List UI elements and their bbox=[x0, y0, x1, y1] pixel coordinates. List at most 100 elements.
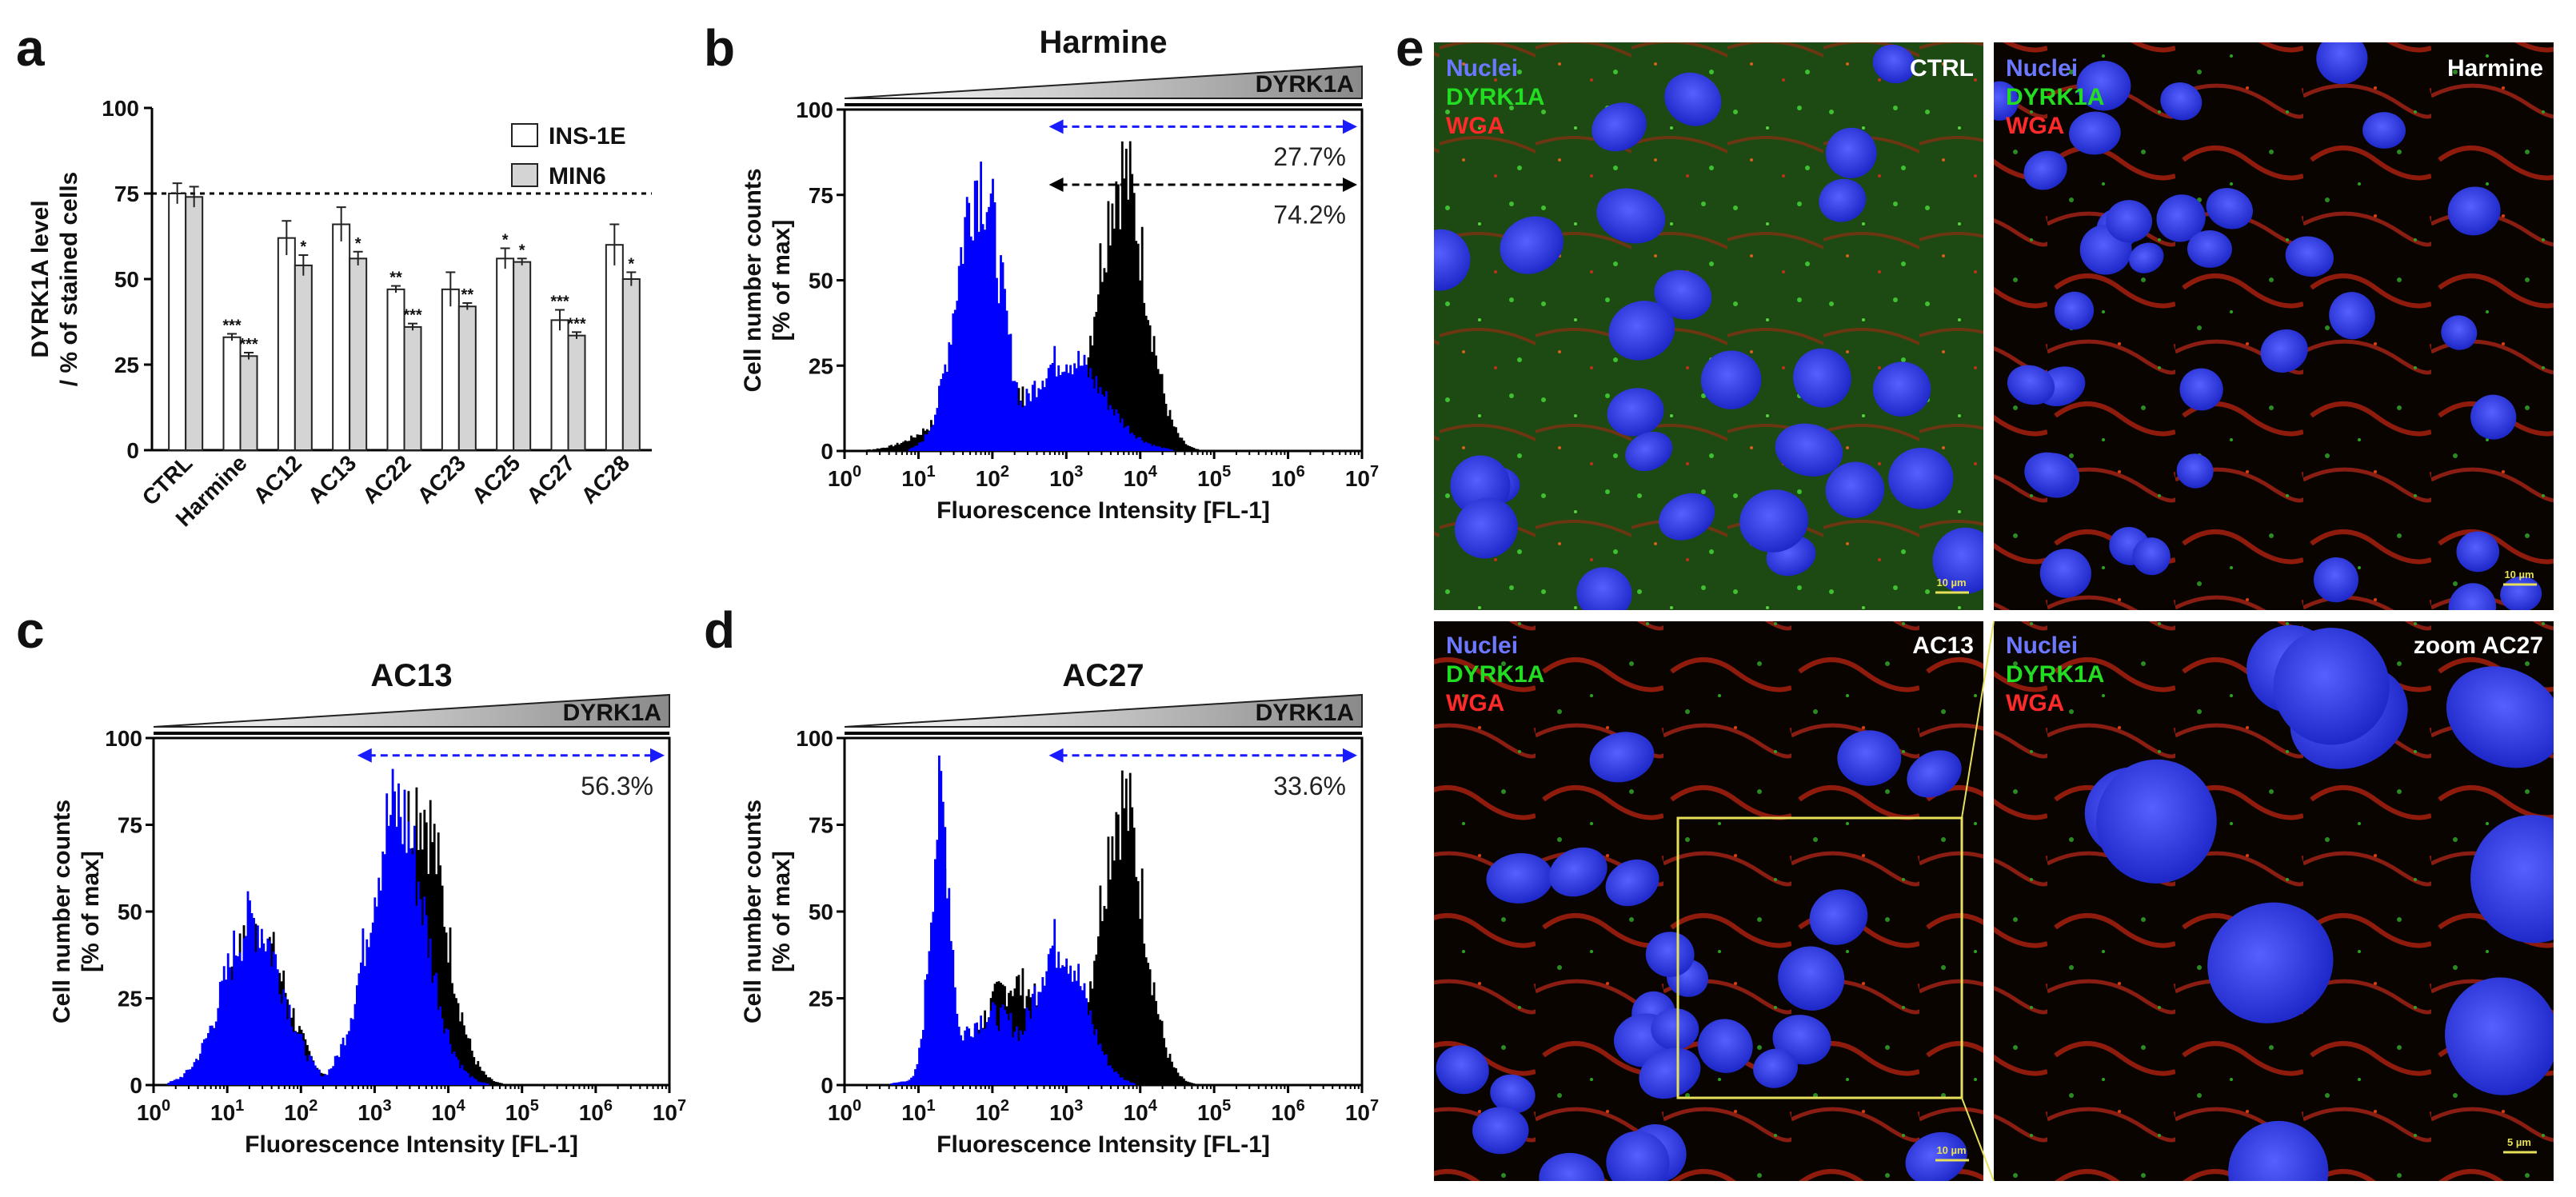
label-dyrk1a: DYRK1A bbox=[2006, 661, 2104, 688]
y-tick-label: 0 bbox=[126, 438, 139, 463]
nucleus bbox=[2316, 42, 2368, 85]
gate-arrow-head-left bbox=[1048, 177, 1064, 192]
nucleus bbox=[2076, 60, 2131, 111]
nucleus bbox=[2096, 759, 2217, 884]
significance-mark: * bbox=[355, 235, 361, 253]
panel-letter-a: a bbox=[16, 19, 45, 77]
nucleus bbox=[1659, 493, 1715, 541]
bar-min6-ac13 bbox=[349, 257, 368, 451]
gate-percentage: 27.7% bbox=[1273, 142, 1346, 171]
x-tick-label: 105 bbox=[1197, 463, 1231, 491]
bar-min6-harmine bbox=[239, 355, 258, 451]
micrograph-harmine bbox=[1994, 42, 2554, 610]
nucleus bbox=[1825, 127, 1877, 178]
nucleus bbox=[1639, 1047, 1701, 1099]
label-nuclei: Nuclei bbox=[1446, 55, 1518, 82]
nucleus bbox=[2106, 200, 2153, 243]
label-wga: WGA bbox=[1446, 113, 1504, 139]
micrograph-grid: Nuclei DYRK1A WGA CTRL 10 µm Nuclei DYRK… bbox=[1434, 42, 2554, 1182]
bar-ins-1e-ac23 bbox=[441, 288, 460, 451]
gate-arrow-head-right bbox=[1343, 119, 1357, 134]
x-tick-label: AC13 bbox=[303, 450, 361, 509]
y-axis-label: Cell number counts [% of max] bbox=[740, 800, 795, 1023]
gate-arrow-head-left bbox=[357, 748, 372, 763]
nucleus bbox=[2446, 666, 2554, 768]
bar-ins-1e-ctrl bbox=[168, 193, 187, 451]
y-tick-label: 25 bbox=[809, 353, 833, 378]
significance-mark: ** bbox=[389, 269, 402, 287]
micrograph-labels-ac13: Nuclei DYRK1A WGA AC13 10 µm bbox=[1446, 632, 1974, 1162]
label-wga: WGA bbox=[2006, 113, 2064, 139]
nucleus bbox=[2329, 292, 2375, 340]
y-tick-label: 0 bbox=[821, 1073, 833, 1098]
gradient-label: DYRK1A bbox=[563, 700, 661, 726]
histogram-series-control bbox=[912, 770, 1196, 1085]
nucleus bbox=[2206, 188, 2254, 229]
nucleus bbox=[1809, 889, 1868, 945]
nucleus bbox=[1664, 72, 1722, 126]
nucleus bbox=[2362, 112, 2406, 149]
bar-min6-ac22 bbox=[403, 325, 422, 452]
gradient-label: DYRK1A bbox=[1256, 700, 1354, 726]
x-axis-label: Fluorescence Intensity [FL-1] bbox=[937, 1131, 1270, 1158]
y-tick-label: 75 bbox=[809, 183, 833, 208]
x-tick-label: 103 bbox=[1049, 463, 1083, 491]
label-wga: WGA bbox=[2006, 690, 2064, 716]
x-tick-label: AC25 bbox=[467, 450, 525, 509]
panel-letter-d: d bbox=[704, 601, 735, 659]
x-tick-label: 102 bbox=[284, 1097, 318, 1125]
bar-min6-ac27 bbox=[567, 334, 586, 451]
nucleus bbox=[1548, 847, 1608, 897]
label-nuclei: Nuclei bbox=[2006, 55, 2078, 82]
panel-letter-b: b bbox=[704, 19, 735, 77]
bar-ins-1e-ac22 bbox=[386, 288, 405, 451]
bar-min6-ac28 bbox=[621, 278, 641, 451]
nucleus bbox=[2039, 549, 2091, 598]
x-tick-label: AC22 bbox=[357, 450, 416, 509]
nucleus bbox=[1739, 489, 1809, 553]
histogram-series-treated bbox=[890, 755, 1136, 1085]
x-tick-label: 104 bbox=[1124, 1097, 1158, 1125]
significance-mark: *** bbox=[550, 293, 569, 311]
nucleus bbox=[2228, 1120, 2329, 1181]
nucleus bbox=[1589, 732, 1655, 783]
micrograph-ac13 bbox=[1434, 621, 1983, 1181]
nucleus bbox=[1576, 567, 1632, 610]
nucleus bbox=[2441, 315, 2478, 350]
scale-bar-label: 5 µm bbox=[2507, 1136, 2531, 1148]
zoom-connector-top bbox=[1961, 620, 1995, 819]
x-tick-label: 101 bbox=[210, 1097, 244, 1125]
nucleus bbox=[1607, 388, 1664, 437]
x-tick-label: 102 bbox=[976, 463, 1009, 491]
micrograph-labels-ctrl: Nuclei DYRK1A WGA CTRL 10 µm bbox=[1446, 55, 1974, 594]
micrograph-labels-harmine: Nuclei DYRK1A WGA Harmine 10 µm bbox=[2006, 55, 2543, 586]
x-tick-label: 101 bbox=[901, 1097, 935, 1125]
scale-bar-label: 10 µm bbox=[1936, 577, 1966, 589]
y-tick-label: 50 bbox=[118, 900, 142, 924]
nucleus bbox=[2448, 583, 2497, 610]
gate-percentage: 74.2% bbox=[1273, 200, 1346, 229]
legend-swatch bbox=[511, 123, 538, 147]
gradient-wedge bbox=[844, 65, 1363, 99]
nucleus bbox=[1539, 1152, 1605, 1181]
x-tick-label: AC23 bbox=[413, 450, 471, 509]
nucleus bbox=[2445, 977, 2554, 1095]
significance-mark: * bbox=[628, 255, 634, 273]
y-tick-label: 50 bbox=[114, 267, 139, 292]
nucleus bbox=[1500, 216, 1564, 274]
y-tick-label: 75 bbox=[809, 813, 833, 838]
label-condition: zoom AC27 bbox=[2414, 632, 2543, 659]
gradient-wedge bbox=[153, 693, 670, 728]
nucleus bbox=[2470, 394, 2517, 440]
nucleus bbox=[1872, 361, 1931, 417]
bar-ins-1e-ac12 bbox=[277, 237, 296, 451]
y-tick-label: 75 bbox=[118, 813, 142, 838]
nucleus bbox=[2273, 628, 2390, 745]
y-tick-label: 25 bbox=[809, 987, 833, 1011]
chart-title: AC13 bbox=[370, 658, 452, 693]
significance-mark: *** bbox=[239, 336, 258, 353]
nucleus bbox=[2156, 194, 2206, 242]
nucleus bbox=[1697, 1019, 1753, 1073]
nucleus bbox=[1645, 932, 1695, 977]
nucleus bbox=[1608, 301, 1675, 361]
